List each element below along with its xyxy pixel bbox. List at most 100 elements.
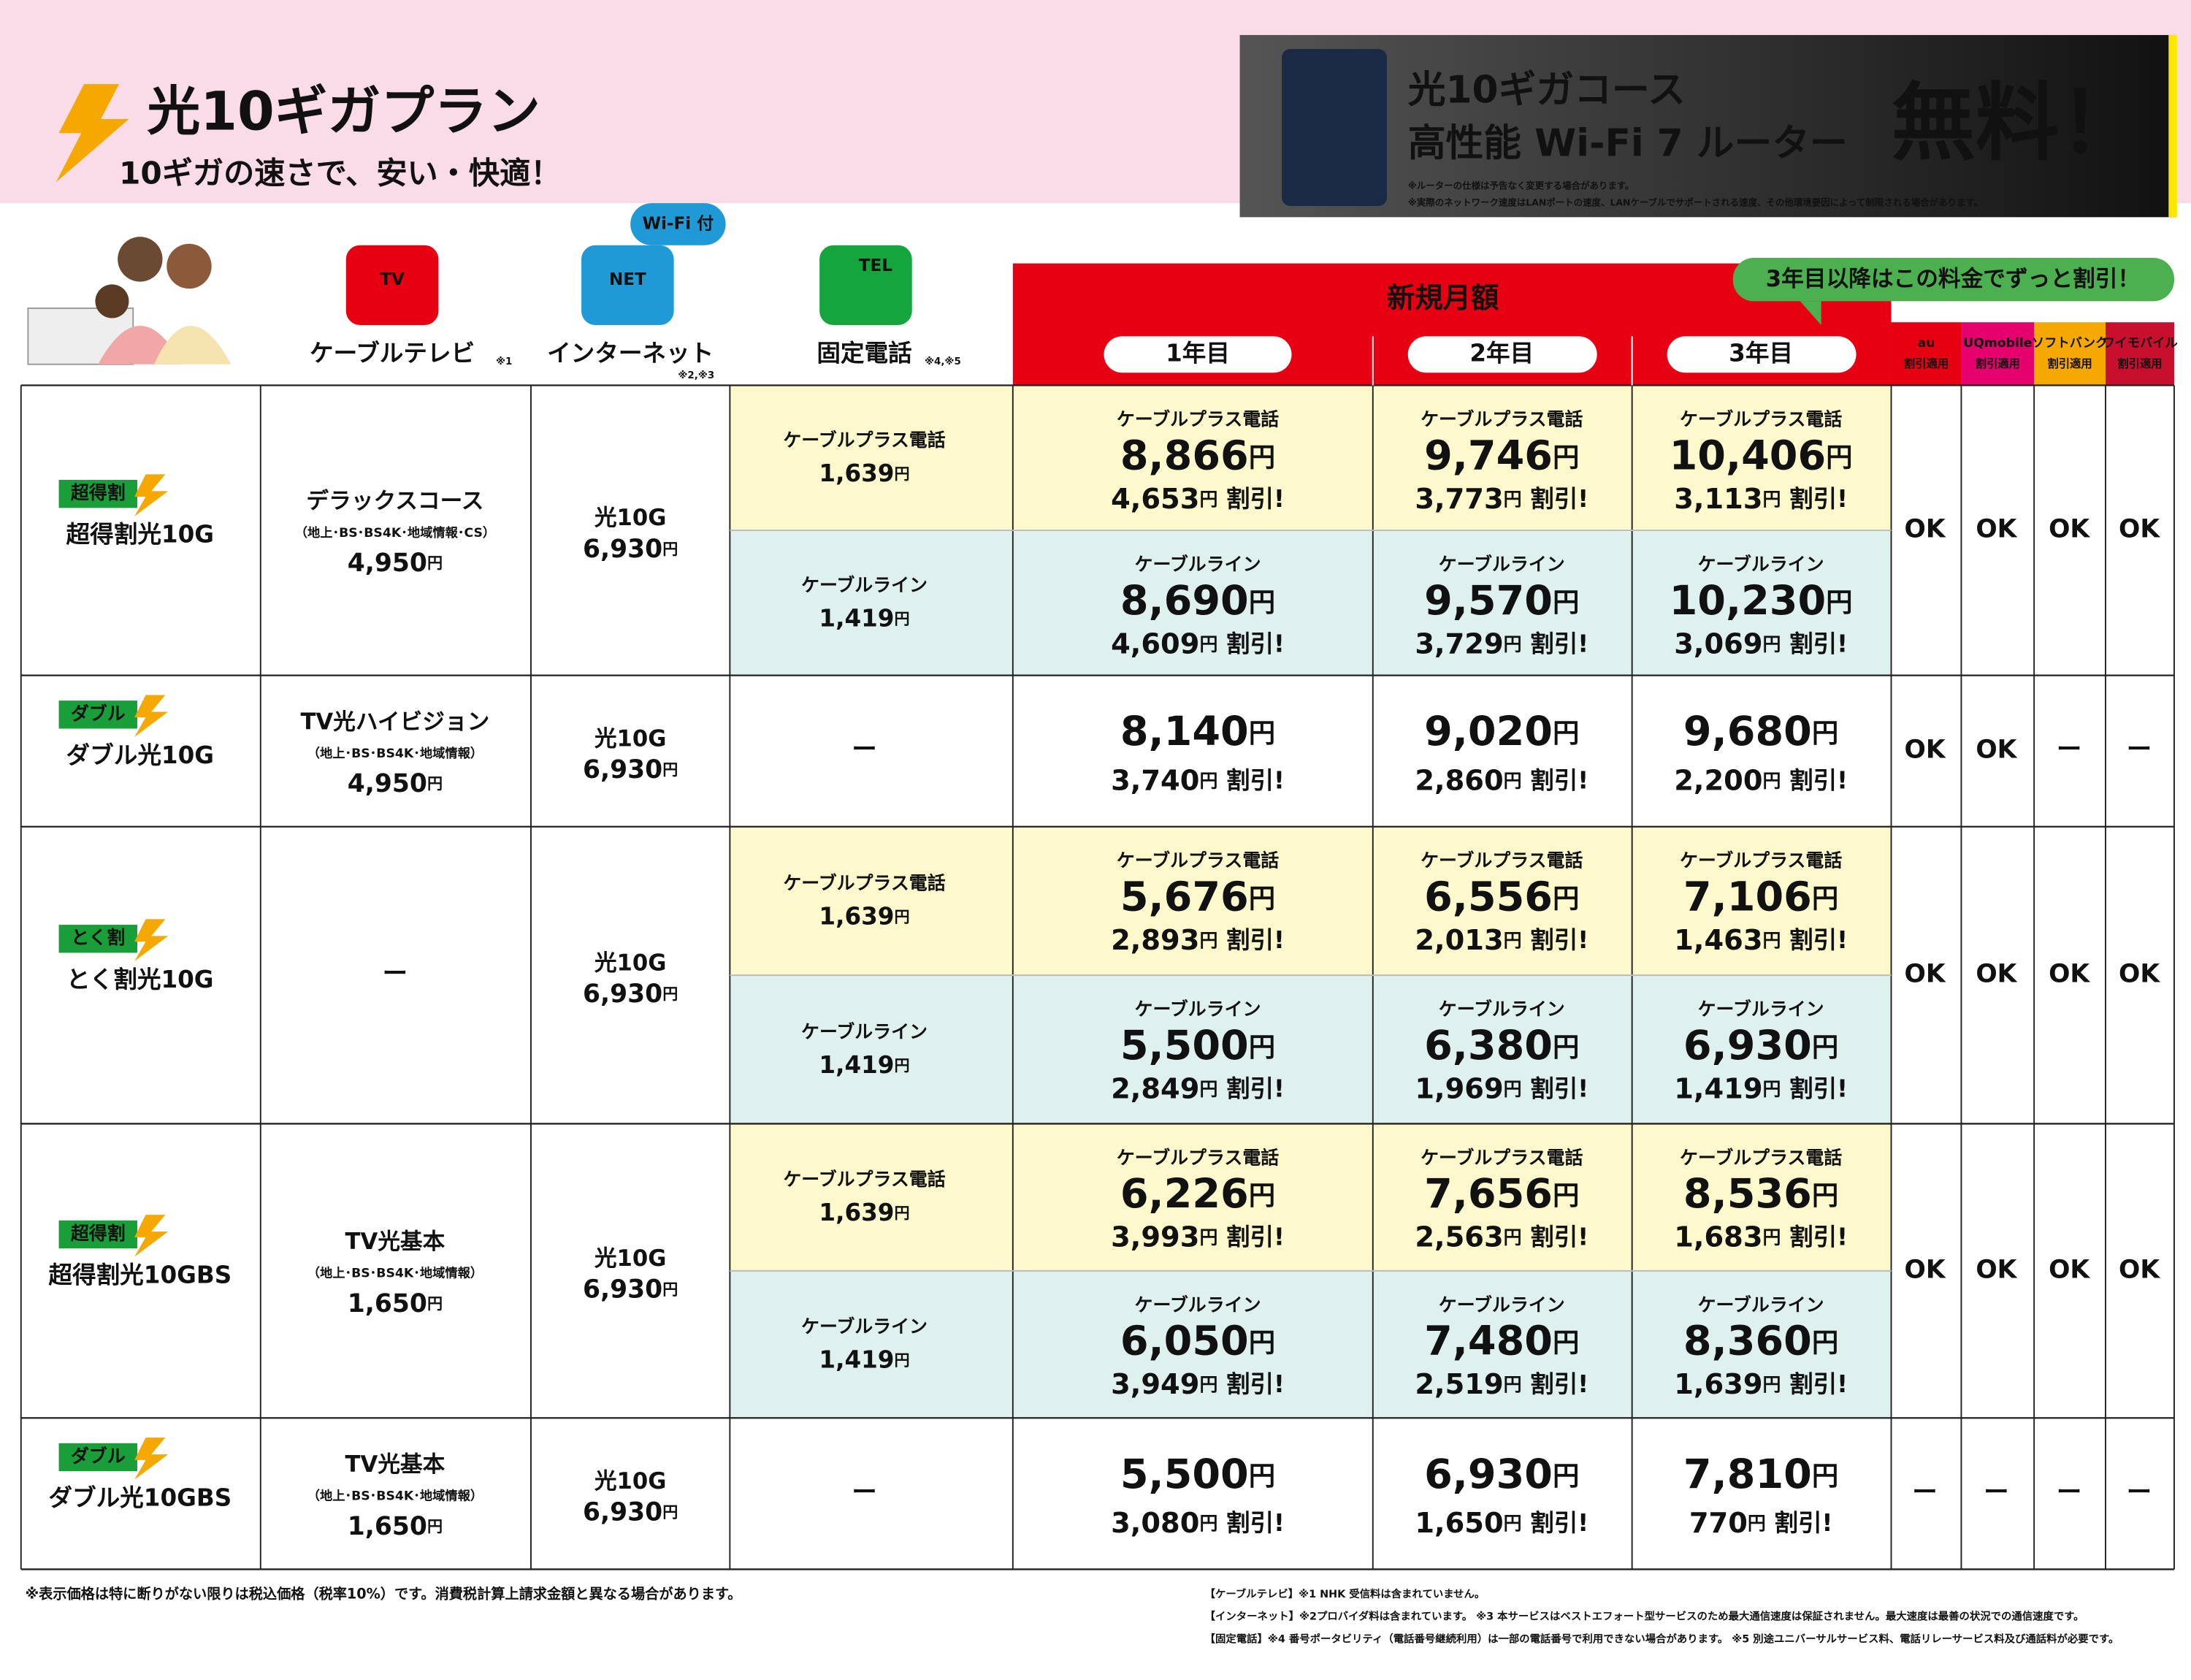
- price-value: 6,930: [583, 755, 662, 784]
- price: 5,676円: [1120, 874, 1275, 921]
- unit: 円: [1763, 1227, 1781, 1248]
- unit: 円: [895, 907, 910, 925]
- discount: 1,969円 割引!: [1415, 1072, 1588, 1105]
- phone-name: ケーブルプラス電話: [783, 872, 945, 893]
- price-value: 1,419: [819, 1051, 894, 1079]
- discount: 3,113円 割引!: [1674, 482, 1848, 515]
- discount-value: 3,729: [1415, 627, 1503, 660]
- price-option: ケーブルプラス電話: [1680, 850, 1842, 871]
- price-value: 9,020: [1424, 708, 1553, 755]
- price: 1,419円: [819, 604, 909, 632]
- price: 4,950円: [348, 549, 443, 578]
- price-value: 9,570: [1424, 577, 1553, 625]
- price-value: 7,480: [1424, 1318, 1553, 1365]
- price-value: 6,930: [583, 1275, 662, 1304]
- plan-badge: [58, 1220, 137, 1249]
- note: ※4,※5: [925, 356, 961, 367]
- tv-icon: [345, 245, 439, 326]
- discount-value: 1,639: [1674, 1368, 1762, 1401]
- carrier-name: UQmobile: [1963, 336, 2032, 351]
- phone-option-bg: [730, 975, 1892, 1124]
- price-option: ケーブルライン: [1698, 554, 1824, 575]
- plan-name: ダブル光10G: [66, 741, 214, 769]
- carrier-sub: 割引適用: [2117, 357, 2162, 370]
- price-option: ケーブルプラス電話: [1117, 1147, 1279, 1168]
- banner: [1239, 34, 2176, 218]
- discount-suffix: 割引!: [1774, 1509, 1832, 1537]
- discount-value: 3,773: [1415, 482, 1503, 515]
- plan-badge-text: 超得割: [71, 1223, 126, 1244]
- page-title: 光10ギガプラン: [147, 80, 540, 142]
- plan-badge: [58, 480, 137, 508]
- unit: 円: [1504, 1513, 1522, 1534]
- price: 8,690円: [1120, 577, 1275, 625]
- price: 9,570円: [1424, 577, 1579, 625]
- carrier-ok: ー: [2127, 1478, 2152, 1507]
- price: 1,639円: [819, 459, 909, 487]
- phone-name: ケーブルプラス電話: [783, 429, 945, 451]
- year-pill: [1104, 336, 1292, 373]
- unit: 円: [1504, 930, 1522, 951]
- discount-value: 2,849: [1111, 1072, 1199, 1105]
- price-value: 5,500: [1120, 1022, 1249, 1069]
- unit: 円: [427, 1294, 443, 1313]
- carrier-ok: OK: [1905, 515, 1946, 544]
- footnote: ※表示価格は特に断りがない限りは税込価格（税率10%）です。消費税計算上請求金額…: [26, 1585, 742, 1602]
- footnote: 【固定電話】※4 番号ポータビリティ（電話番号継続利用）は一部の電話番号で利用で…: [1205, 1632, 2119, 1645]
- unit: 円: [662, 985, 678, 1003]
- price: 8,360円: [1683, 1318, 1838, 1365]
- unit: 円: [662, 1503, 678, 1521]
- wifi-badge: [630, 203, 726, 245]
- price: 6,556円: [1424, 874, 1579, 921]
- carrier-header: [2034, 322, 2106, 386]
- price-option: ケーブルライン: [1698, 999, 1824, 1020]
- carrier-ok: OK: [2049, 1255, 2090, 1284]
- unit: 円: [1249, 586, 1275, 617]
- discount: 2,519円 割引!: [1415, 1368, 1588, 1401]
- unit: 円: [1812, 1459, 1838, 1491]
- unit: 円: [1249, 1459, 1275, 1491]
- price-value: 5,676: [1120, 874, 1249, 921]
- unit: 円: [1763, 770, 1781, 791]
- unit: 円: [1826, 441, 1852, 473]
- carrier-ok: ー: [1912, 1478, 1938, 1507]
- price-value: 9,680: [1683, 708, 1812, 755]
- icon-label: NET: [609, 270, 646, 289]
- logo-bolt: [56, 84, 129, 183]
- discount-value: 4,609: [1111, 627, 1199, 660]
- plan-badge-text: ダブル: [71, 1446, 126, 1467]
- footnote: 【インターネット】※2プロバイダ料は含まれています。 ※3 本サービスはベストエ…: [1205, 1610, 2084, 1623]
- price-value: 8,360: [1683, 1318, 1812, 1365]
- carrier-ok: OK: [1976, 736, 2017, 765]
- price-option: ケーブルライン: [1439, 1294, 1565, 1316]
- unit: 円: [1504, 770, 1522, 791]
- tv-detail: （地上･BS･BS4K･地域情報）: [307, 1266, 483, 1281]
- price-option: ケーブルプラス電話: [1117, 850, 1279, 871]
- unit: 円: [1249, 1326, 1275, 1358]
- unit: 円: [1553, 1031, 1579, 1062]
- price-value: 6,930: [583, 1497, 662, 1527]
- price-option: ケーブルライン: [1439, 999, 1565, 1020]
- unit: 円: [1249, 441, 1275, 473]
- discount: 4,653円 割引!: [1111, 482, 1285, 515]
- unit: 円: [1249, 1180, 1275, 1211]
- price-value: 6,556: [1424, 874, 1553, 921]
- discount-value: 3,113: [1674, 482, 1762, 515]
- discount-value: 2,860: [1415, 764, 1503, 797]
- carrier-name: au: [1918, 336, 1935, 351]
- price: 6,226円: [1120, 1170, 1275, 1218]
- discount-value: 2,519: [1415, 1368, 1503, 1401]
- tv-name: デラックスコース: [306, 488, 483, 514]
- carrier-header: [2105, 322, 2174, 386]
- price-value: 7,106: [1683, 874, 1812, 921]
- discount: 2,860円 割引!: [1415, 764, 1588, 797]
- phone-option-bg: [730, 385, 1892, 531]
- price: 10,406円: [1670, 432, 1853, 479]
- discount-suffix: 割引!: [1789, 1223, 1848, 1251]
- unit: 円: [1553, 1180, 1579, 1211]
- carrier-sub: 割引適用: [1976, 357, 2020, 370]
- price-value: 7,656: [1424, 1170, 1553, 1218]
- year-label: 2年目: [1469, 339, 1534, 367]
- unit: 円: [1199, 770, 1217, 791]
